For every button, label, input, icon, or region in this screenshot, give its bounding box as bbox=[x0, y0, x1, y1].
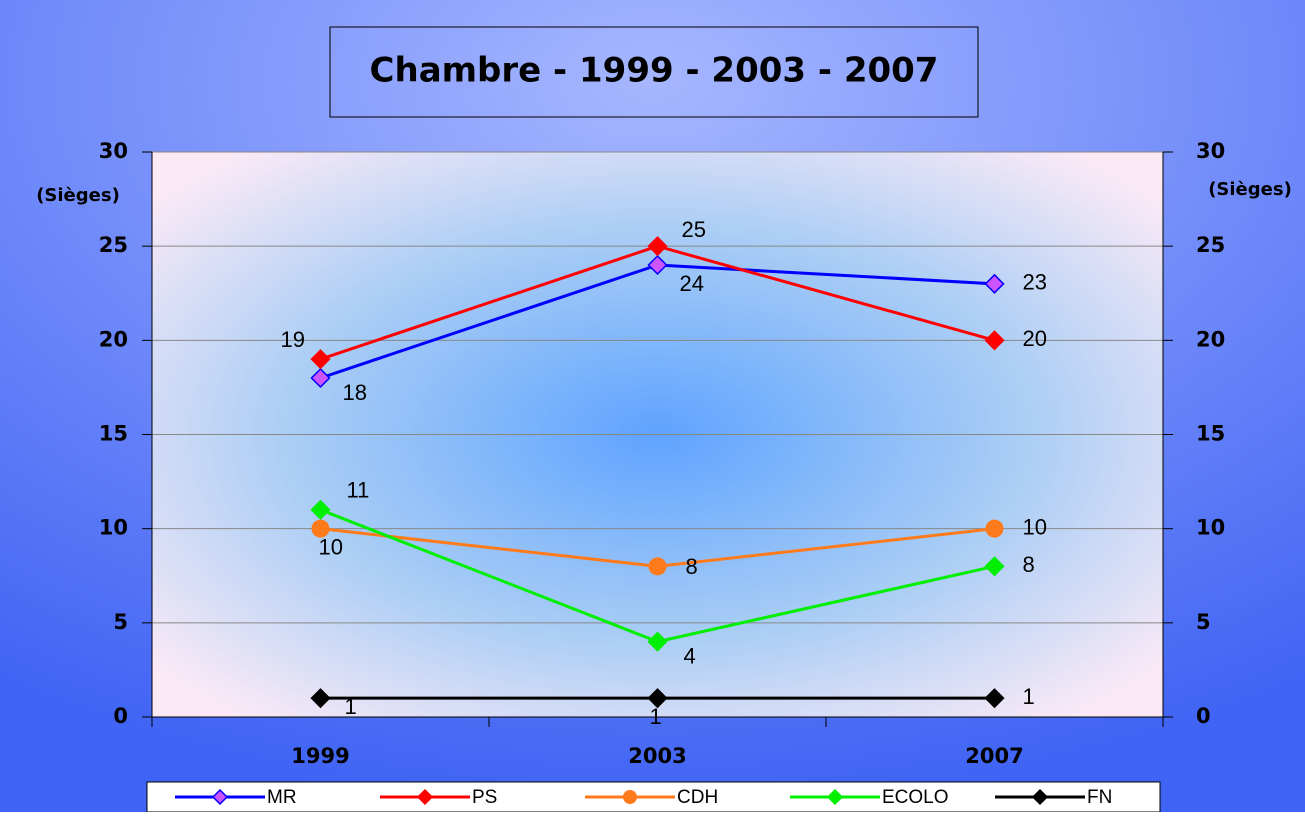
y-tick-label: 25 bbox=[99, 233, 128, 257]
marker bbox=[623, 790, 637, 804]
data-label: 10 bbox=[319, 534, 343, 559]
y2-tick-label: 15 bbox=[1196, 422, 1225, 446]
data-label: 24 bbox=[680, 271, 704, 296]
y-tick-label: 0 bbox=[113, 704, 128, 728]
data-label: 19 bbox=[281, 327, 305, 352]
data-label: 1 bbox=[345, 694, 357, 719]
chart-title: Chambre - 1999 - 2003 - 2007 bbox=[370, 51, 939, 91]
marker bbox=[648, 557, 667, 576]
data-label: 8 bbox=[1023, 552, 1035, 577]
data-label: 1 bbox=[1023, 684, 1035, 709]
data-label: 11 bbox=[347, 478, 370, 503]
data-label: 18 bbox=[343, 380, 367, 405]
y-tick-label: 10 bbox=[99, 516, 128, 540]
legend-label: FN bbox=[1087, 787, 1112, 808]
marker bbox=[310, 499, 331, 520]
marker bbox=[647, 254, 668, 276]
legend-label: PS bbox=[472, 787, 497, 808]
y2-tick-label: 25 bbox=[1196, 233, 1225, 257]
marker bbox=[416, 788, 434, 806]
data-label: 8 bbox=[686, 554, 698, 579]
data-label: 25 bbox=[682, 217, 706, 242]
data-label: 1 bbox=[650, 704, 662, 729]
data-label: 20 bbox=[1023, 326, 1047, 351]
x-tick-label: 1999 bbox=[291, 744, 349, 768]
y2-tick-label: 0 bbox=[1196, 704, 1211, 728]
y2-tick-label: 5 bbox=[1196, 610, 1211, 634]
marker bbox=[310, 367, 331, 389]
y2-axis-label: (Sièges) bbox=[1208, 179, 1292, 200]
marker bbox=[984, 273, 1005, 294]
y2-tick-label: 30 bbox=[1196, 139, 1225, 163]
legend-label: MR bbox=[267, 787, 297, 808]
y2-tick-label: 10 bbox=[1196, 516, 1225, 540]
y2-tick-label: 20 bbox=[1196, 327, 1225, 351]
marker bbox=[984, 556, 1005, 577]
marker bbox=[310, 349, 331, 370]
marker bbox=[647, 688, 668, 709]
data-label: 4 bbox=[684, 643, 696, 668]
y-axis-label: (Sièges) bbox=[36, 185, 120, 206]
marker bbox=[826, 788, 844, 806]
data-label: 10 bbox=[1023, 514, 1047, 539]
legend-label: ECOLO bbox=[882, 787, 949, 808]
data-label: 23 bbox=[1023, 270, 1047, 295]
marker bbox=[985, 519, 1004, 538]
x-tick-label: 2007 bbox=[965, 744, 1023, 768]
y-tick-label: 30 bbox=[99, 139, 128, 163]
marker bbox=[211, 788, 229, 806]
marker bbox=[311, 519, 330, 538]
marker bbox=[984, 330, 1005, 351]
marker bbox=[984, 688, 1005, 709]
y-tick-label: 20 bbox=[99, 327, 128, 351]
marker bbox=[647, 631, 668, 652]
marker bbox=[647, 236, 668, 257]
title-box bbox=[329, 26, 979, 118]
y-tick-label: 5 bbox=[113, 610, 128, 634]
x-tick-label: 2003 bbox=[628, 744, 686, 768]
marker bbox=[310, 688, 331, 709]
legend-label: CDH bbox=[677, 787, 718, 808]
y-tick-label: 15 bbox=[99, 422, 128, 446]
marker bbox=[1031, 788, 1049, 806]
